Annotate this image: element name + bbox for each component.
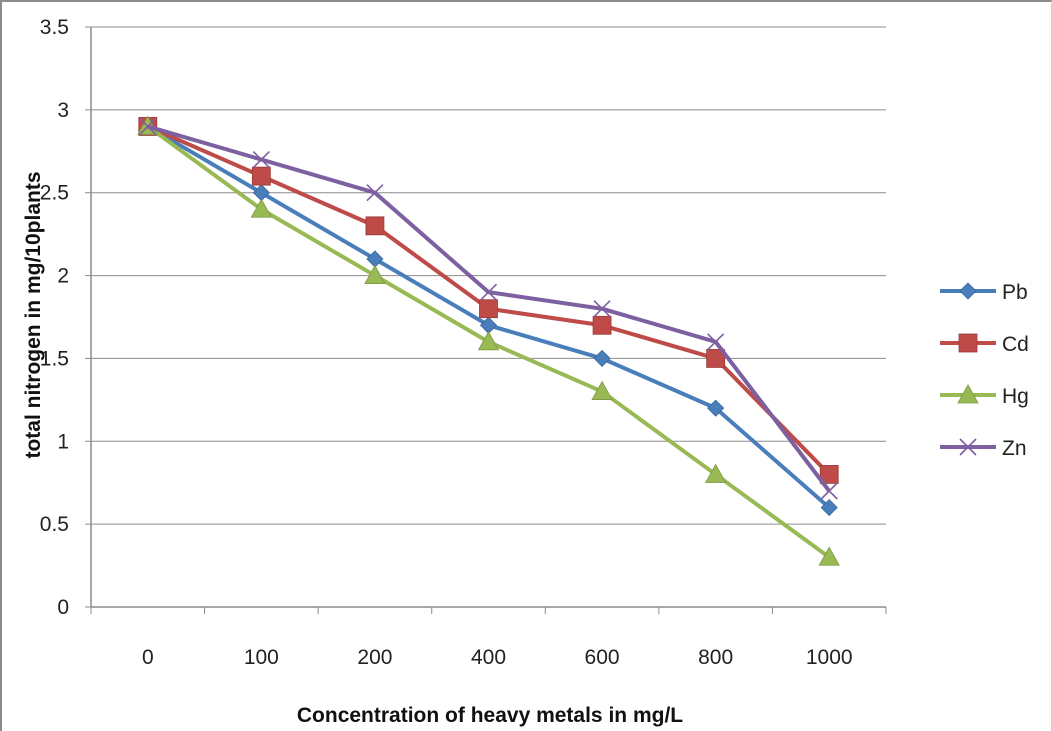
data-point-hg: [477, 331, 500, 351]
data-point-hg: [364, 264, 386, 284]
y-tick-label: 3: [57, 99, 69, 122]
legend-marker: [959, 282, 977, 300]
data-point-pb: [593, 349, 611, 367]
y-tick-label: 1.5: [40, 347, 69, 370]
legend-item-pb: Pb: [940, 281, 1028, 304]
series-lines: [137, 115, 840, 566]
data-point-zn: [479, 283, 498, 301]
x-tick-label: 800: [698, 646, 733, 669]
data-point-hg: [704, 463, 727, 483]
legend: Pb Cd Hg Zn: [940, 281, 1029, 460]
data-point-cd: [251, 166, 271, 186]
data-point-cd: [365, 216, 385, 236]
data-point-zn: [707, 333, 725, 351]
y-tick-label: 2.5: [40, 182, 69, 205]
data-point-zn: [139, 117, 157, 135]
data-point-zn: [366, 184, 384, 202]
x-tick-label: 600: [585, 646, 620, 669]
series-cd: [138, 117, 839, 484]
y-tick-label: 0: [57, 596, 69, 619]
legend-item-hg: Hg: [940, 384, 1029, 408]
y-tick-label: 3.5: [40, 16, 69, 39]
x-axis-title: Concentration of heavy metals in mg/L: [297, 704, 683, 727]
axes: 0 0.5 1 1.5 2 2.5 3 3.5 0 100 200 400 600 800 1000: [40, 16, 887, 669]
series-zn: [139, 117, 838, 500]
data-point-cd: [592, 315, 612, 335]
x-tick-label: 200: [357, 646, 392, 669]
x-tick-label: 400: [471, 646, 506, 669]
y-axis-title: total nitrogen in mg/10plants: [22, 171, 45, 458]
y-tick-label: 2: [57, 265, 69, 288]
data-point-hg: [818, 546, 840, 566]
x-tick-label: 0: [142, 646, 154, 669]
x-tick-label: 100: [244, 646, 279, 669]
data-point-cd: [706, 349, 726, 368]
data-point-cd: [819, 465, 839, 484]
data-point-pb: [479, 316, 498, 334]
data-point-pb: [252, 184, 270, 202]
data-point-pb: [820, 499, 838, 517]
data-point-pb: [707, 399, 725, 417]
data-point-cd: [479, 299, 498, 319]
data-point-zn: [252, 151, 270, 169]
y-tick-label: 1: [57, 430, 69, 453]
data-point-pb: [366, 250, 384, 268]
gridlines: [91, 26, 886, 525]
legend-marker: [958, 333, 978, 353]
legend-label: Zn: [1002, 437, 1027, 460]
legend-label: Hg: [1002, 385, 1029, 408]
legend-marker: [959, 438, 977, 456]
data-point-hg: [250, 198, 273, 218]
x-tick-label: 1000: [806, 646, 853, 669]
data-point-hg: [591, 380, 613, 400]
legend-marker: [957, 384, 979, 404]
legend-label: Pb: [1002, 281, 1028, 304]
legend-item-cd: Cd: [940, 333, 1029, 356]
data-point-zn: [820, 482, 838, 500]
legend-item-zn: Zn: [940, 437, 1027, 460]
legend-label: Cd: [1002, 333, 1029, 356]
data-point-zn: [593, 300, 611, 318]
y-tick-label: 0.5: [40, 513, 69, 536]
